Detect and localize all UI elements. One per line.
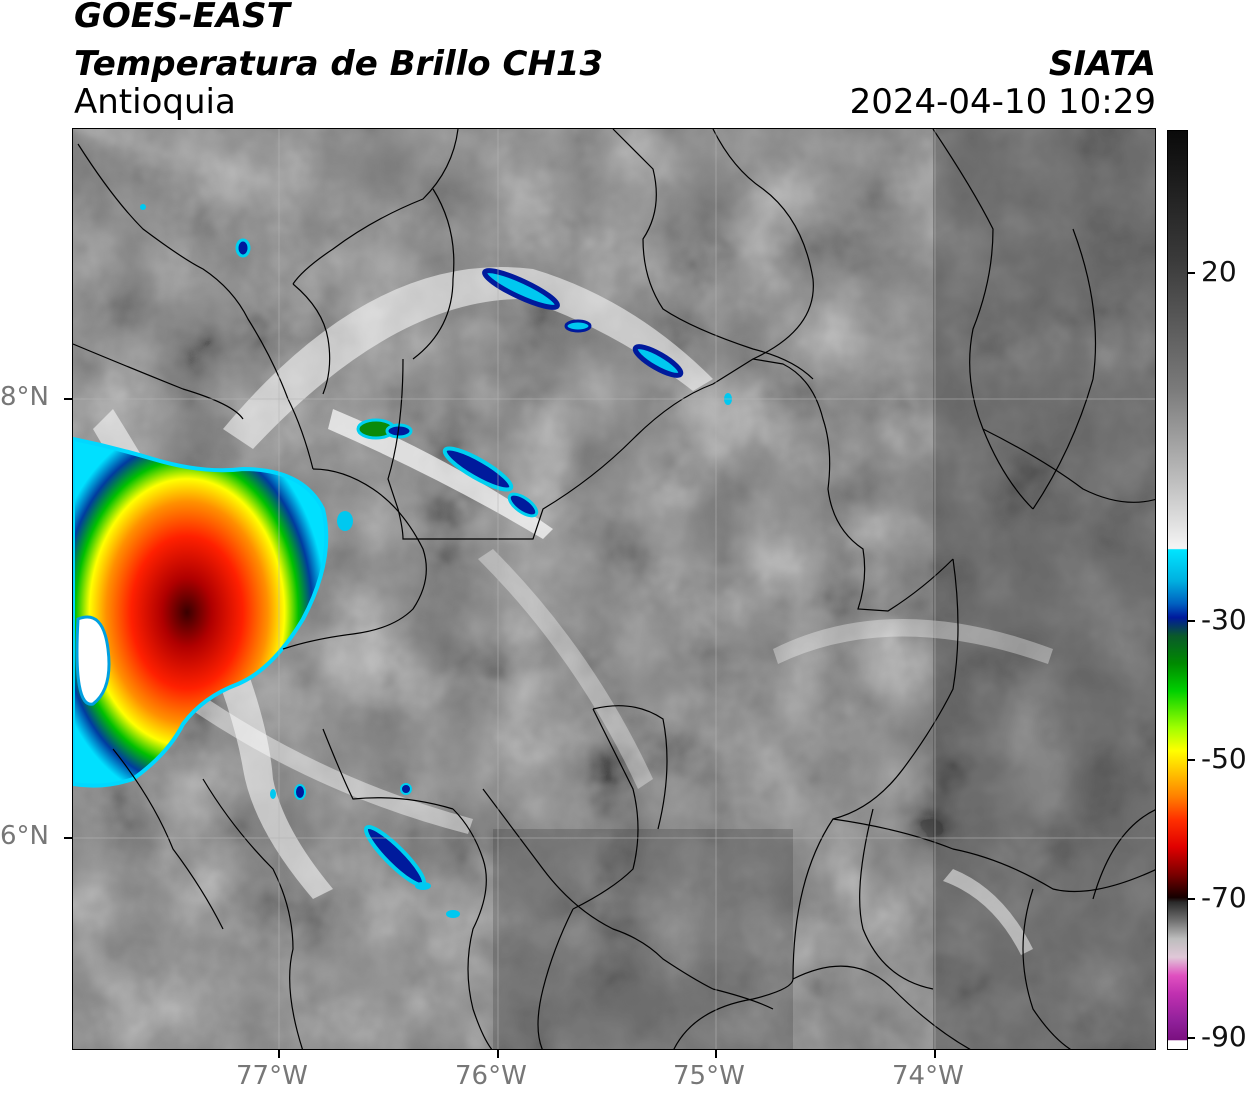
gridlines [73, 129, 1155, 1049]
map-svg [73, 129, 1155, 1049]
lon-label-74w: 74°W [892, 1061, 964, 1091]
region-label: Antioquia [74, 82, 236, 122]
cold-cloud-streaks [140, 204, 732, 918]
cb-label-m50: -50 [1201, 742, 1247, 775]
lat-tick [64, 398, 72, 400]
lon-tick [934, 1050, 936, 1058]
cb-tick-m30 [1188, 620, 1195, 622]
cb-label-20: 20 [1201, 255, 1237, 288]
convective-storm [73, 436, 329, 788]
cb-label-m70: -70 [1201, 881, 1247, 914]
lon-label-75w: 75°W [673, 1061, 745, 1091]
cb-tick-m70 [1188, 898, 1195, 900]
cb-tick-m50 [1188, 759, 1195, 761]
lon-tick [715, 1050, 717, 1058]
agency-label: SIATA [1048, 44, 1156, 84]
lat-tick [64, 837, 72, 839]
lon-label-77w: 77°W [236, 1061, 308, 1091]
satellite-map[interactable] [72, 128, 1156, 1050]
lon-label-76w: 76°W [455, 1061, 527, 1091]
satellite-title: GOES-EAST [74, 0, 290, 36]
cb-label-m90: -90 [1201, 1020, 1247, 1053]
temperature-colorbar [1167, 130, 1188, 1050]
political-borders [73, 129, 1155, 1049]
lon-tick [497, 1050, 499, 1058]
lat-label-8n: 8°N [0, 382, 49, 412]
cloud-band-north [223, 267, 713, 449]
cb-tick-20 [1188, 272, 1195, 274]
product-title: Temperatura de Brillo CH13 [74, 44, 604, 84]
datetime-label: 2024-04-10 10:29 [849, 82, 1156, 122]
cb-label-m30: -30 [1201, 603, 1247, 636]
cb-tick-m90 [1188, 1037, 1195, 1039]
lon-tick [278, 1050, 280, 1058]
lat-label-6n: 6°N [0, 821, 49, 851]
